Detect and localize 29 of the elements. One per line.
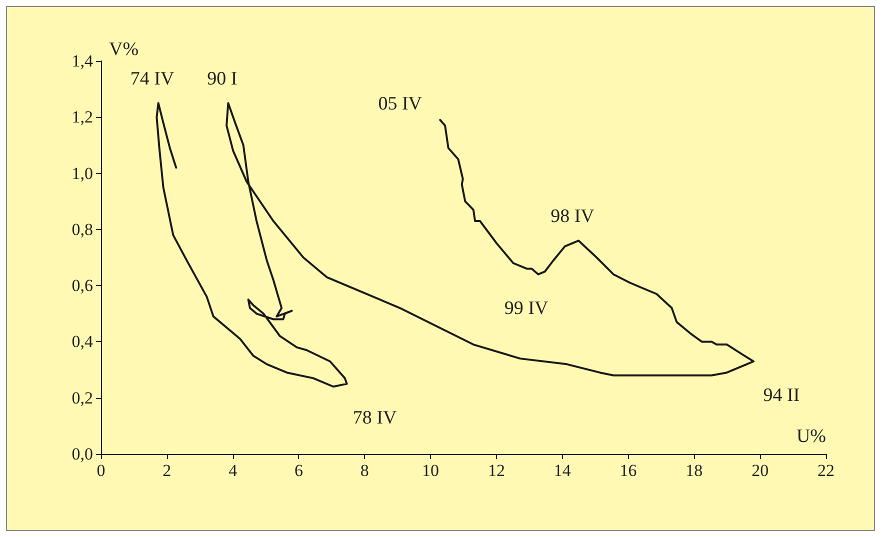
- x-tick-label: 8: [360, 461, 369, 480]
- y-tick-label: 0,0: [72, 444, 93, 464]
- annotation: 99 IV: [504, 298, 548, 319]
- x-tick-label: 6: [294, 461, 303, 480]
- y-tick-label: 0,4: [72, 332, 94, 352]
- y-tick-label: 0,2: [72, 388, 93, 408]
- x-tick-label: 20: [752, 461, 769, 480]
- annotation: 78 IV: [352, 407, 398, 428]
- x-tick-label: 16: [620, 461, 637, 480]
- y-tick-label: 1,2: [72, 108, 93, 127]
- x-tick-label: 22: [818, 461, 834, 480]
- x-tick-label: 0: [96, 461, 106, 480]
- x-axis-title: U%: [796, 426, 826, 447]
- x-tick-label: 18: [686, 461, 703, 480]
- y-tick-label: 0,6: [72, 276, 93, 296]
- y-tick-label: 1,4: [72, 52, 94, 70]
- x-tick-label: 12: [488, 461, 505, 480]
- annotation: 94 II: [763, 384, 800, 406]
- x-tick-label: 4: [228, 461, 238, 480]
- annotation: 74 IV: [130, 68, 175, 90]
- y-tick-label: 1,0: [72, 164, 93, 183]
- annotation: 05 IV: [378, 93, 422, 114]
- x-tick-label: 14: [554, 461, 572, 480]
- y-axis-title: V%: [109, 39, 139, 60]
- x-tick-label: 2: [162, 461, 172, 480]
- annotation: 90 I: [207, 68, 238, 90]
- y-tick-label: 0,8: [72, 220, 93, 239]
- annotation: 98 IV: [550, 206, 595, 228]
- x-tick-label: 10: [422, 461, 440, 480]
